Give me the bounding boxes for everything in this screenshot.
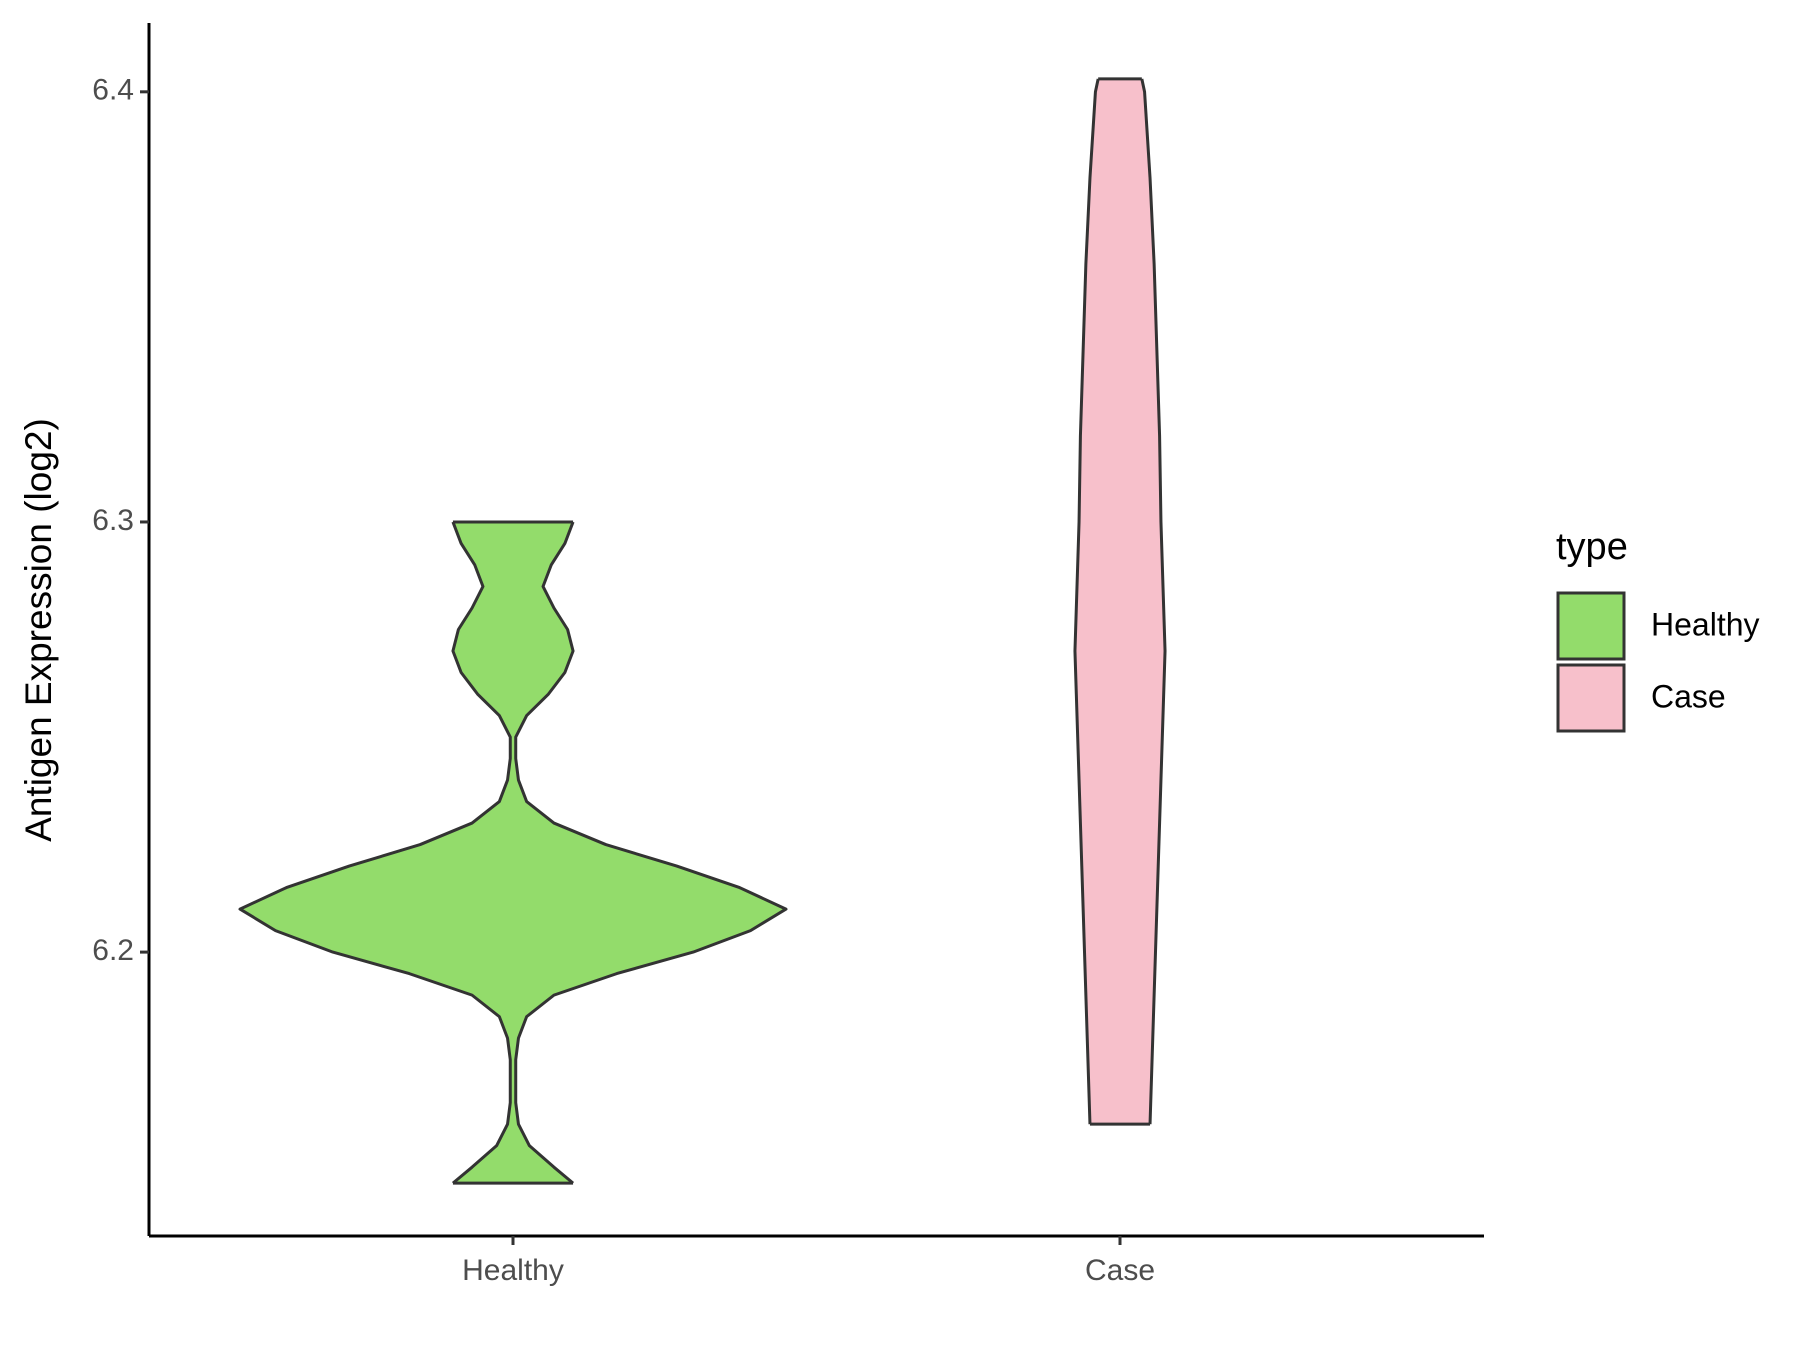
- legend-title: type: [1556, 526, 1628, 568]
- violin-left: [238, 521, 512, 1185]
- legend-label: Healthy: [1651, 606, 1760, 642]
- legend-key: [1556, 591, 1626, 661]
- y-tick-label: 6.2: [92, 934, 134, 967]
- x-tick-label: Healthy: [462, 1254, 564, 1287]
- y-axis-title: Antigen Expression (log2): [18, 418, 59, 842]
- violin-right: [1140, 78, 1167, 1125]
- legend-key: [1556, 663, 1626, 733]
- y-tick-label: 6.4: [92, 74, 134, 107]
- x-tick-label: Case: [1085, 1254, 1155, 1287]
- legend-label: Case: [1651, 678, 1726, 714]
- violin-fill: [1074, 78, 1166, 1125]
- y-tick-label: 6.3: [92, 504, 134, 537]
- violin-left: [1073, 78, 1100, 1125]
- violin-fill: [240, 521, 786, 1184]
- violin-right: [514, 521, 788, 1185]
